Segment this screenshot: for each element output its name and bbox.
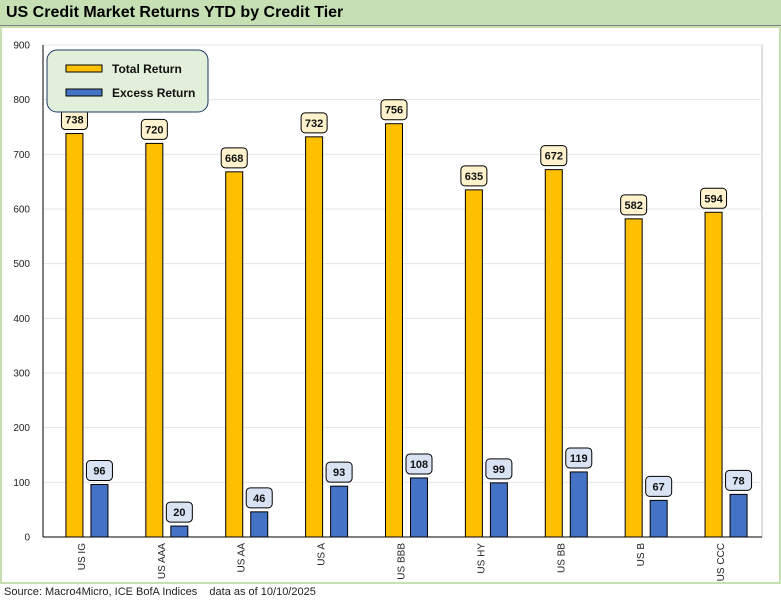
legend: [46, 49, 209, 113]
legend-swatch: [65, 88, 103, 97]
data-label: 635: [465, 171, 483, 183]
x-tick-label: US A: [317, 543, 328, 566]
data-label: 582: [624, 200, 642, 212]
data-label-box: [380, 99, 408, 121]
bar: [649, 499, 668, 538]
data-label-box: [85, 460, 113, 482]
data-label: 668: [225, 153, 243, 165]
x-tick-label: US IG: [77, 543, 88, 570]
legend-label: Excess Return: [112, 86, 195, 100]
bar-chart: 0 100 200 300 400 500 600 700 800 900 US IG 738 96 US…: [2, 28, 779, 582]
bar: [464, 189, 483, 538]
bar: [330, 485, 349, 538]
data-label-box: [485, 458, 513, 480]
data-label: 720: [145, 124, 163, 136]
data-label-box: [725, 469, 753, 491]
x-tick-label: US HY: [476, 543, 487, 574]
bar: [250, 511, 269, 538]
y-tick-label: 600: [13, 205, 30, 216]
y-tick-label: 500: [13, 259, 30, 270]
data-label: 108: [410, 459, 428, 471]
data-label: 93: [333, 467, 345, 479]
data-label: 67: [653, 481, 665, 493]
data-label: 119: [570, 453, 588, 465]
data-label: 594: [704, 193, 723, 205]
data-label-box: [620, 194, 648, 216]
data-label-box: [645, 475, 673, 497]
data-label-box: [540, 145, 568, 167]
bar: [65, 133, 84, 538]
x-tick-label: US CCC: [716, 543, 727, 581]
legend-swatch: [65, 64, 103, 73]
x-tick-label: US AA: [237, 543, 248, 573]
data-label: 20: [173, 507, 185, 519]
y-tick-label: 100: [13, 478, 30, 489]
data-label: 96: [93, 466, 105, 478]
data-label-box: [460, 165, 488, 187]
data-label-box: [300, 112, 328, 134]
data-label-box: [245, 487, 273, 509]
y-tick-label: 800: [13, 95, 30, 106]
bar: [170, 525, 189, 538]
bar: [729, 493, 748, 538]
chart-title: US Credit Market Returns YTD by Credit T…: [6, 4, 344, 21]
data-label-box: [220, 147, 248, 169]
title-bar: US Credit Market Returns YTD by Credit T…: [0, 0, 781, 26]
data-label-box: [700, 187, 728, 209]
x-tick-label: US AAA: [157, 543, 168, 579]
data-label: 756: [385, 105, 403, 117]
data-label: 46: [253, 493, 265, 505]
x-tick-label: US B: [636, 543, 647, 567]
bar: [305, 136, 324, 538]
y-tick-label: 0: [24, 533, 30, 544]
bar: [410, 477, 428, 538]
x-tick-label: US BBB: [397, 543, 408, 580]
y-tick-label: 200: [13, 423, 30, 434]
source-note: Source: Macro4Micro, ICE BofA Indices da…: [4, 586, 316, 598]
bar: [569, 471, 588, 538]
y-tick-label: 300: [13, 369, 30, 380]
data-label-box: [325, 461, 353, 483]
plot-layer: 0 100 200 300 400 500 600 700 800 900 US IG 738 96 US…: [13, 41, 763, 581]
data-label: 732: [305, 118, 323, 130]
data-label: 738: [65, 115, 83, 127]
y-tick-label: 400: [13, 314, 30, 325]
bar: [489, 482, 508, 538]
data-label-box: [140, 118, 168, 140]
data-label-box: [165, 501, 193, 523]
bar: [225, 171, 244, 538]
data-label: 78: [732, 475, 744, 487]
x-tick-label: US BB: [556, 543, 567, 573]
bar: [90, 484, 109, 538]
data-label-box: [565, 447, 593, 469]
bar: [385, 123, 403, 538]
bar: [544, 169, 563, 538]
y-tick-label: 900: [13, 41, 30, 52]
bar: [624, 218, 643, 538]
bar: [704, 211, 723, 538]
y-tick-label: 700: [13, 150, 30, 161]
bar: [145, 142, 164, 538]
data-label: 672: [545, 151, 563, 163]
data-label-box: [405, 453, 433, 475]
legend-label: Total Return: [112, 62, 182, 76]
data-label: 99: [493, 464, 505, 476]
